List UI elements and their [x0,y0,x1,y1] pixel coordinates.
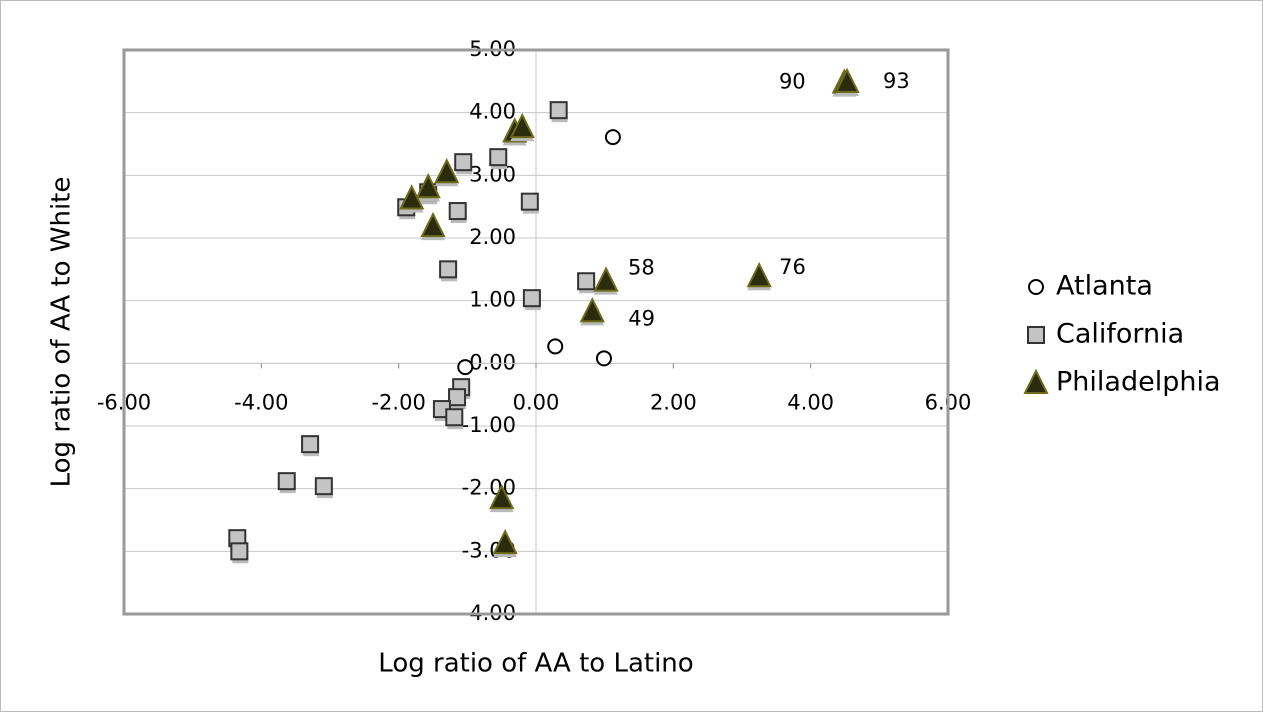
marker [445,408,464,430]
square [520,192,539,211]
marker [593,266,619,295]
x-tick-label: 2.00 [650,390,697,414]
triangle [1023,368,1049,394]
marker [399,184,425,213]
marker [834,67,860,96]
marker [1027,326,1045,344]
point-label: 93 [883,69,910,93]
square [448,202,467,221]
marker [457,359,474,376]
square [314,477,333,496]
circle [604,129,621,146]
square [549,101,568,120]
marker [434,157,460,187]
marker [420,211,446,241]
square [301,435,320,454]
marker [520,192,539,214]
point-label: 76 [779,255,806,279]
marker [489,483,515,513]
marker [448,202,467,224]
marker [522,289,541,311]
triangle [509,112,535,139]
marker [1023,368,1049,394]
x-tick-label: 4.00 [787,390,834,414]
point-label: 58 [628,256,655,280]
marker [439,260,458,282]
marker [492,528,518,558]
triangle [593,266,619,292]
y-tick-label: -2.00 [462,476,516,500]
square [277,472,296,491]
y-axis-label: Log ratio of AA to White [47,177,77,488]
marker [489,148,508,170]
point-label: 90 [779,70,806,94]
circle [1028,279,1044,295]
triangle [399,184,425,210]
y-tick-label: 1.00 [469,288,516,312]
marker [577,272,596,294]
square [230,542,249,561]
y-tick-label: -1.00 [462,413,516,437]
square [1027,326,1045,344]
square [454,153,473,172]
triangle [579,297,605,323]
marker [579,297,605,326]
circle [547,338,564,355]
marker [454,153,473,175]
circle [457,359,474,376]
triangle [420,211,446,238]
x-tick-label: -4.00 [234,390,288,414]
triangle [834,67,860,93]
x-axis-label: Log ratio of AA to Latino [378,649,693,679]
marker [595,350,612,367]
marker [547,338,564,355]
legend-label: Atlanta [1056,271,1153,302]
triangle [415,173,441,199]
y-tick-label: 4.00 [469,100,516,124]
marker [604,129,621,146]
square [445,408,464,427]
marker [301,435,320,457]
square [489,148,508,167]
x-tick-label: 0.00 [513,390,560,414]
square [577,272,596,291]
marker [314,477,333,499]
marker [230,542,249,564]
square [439,260,458,279]
y-tick-label: 2.00 [469,225,516,249]
marker [277,472,296,494]
triangle [489,483,515,510]
triangle [746,261,772,288]
triangle [492,528,518,555]
marker [1028,279,1044,295]
point-label: 49 [628,306,655,330]
marker [746,261,772,291]
triangle [434,157,460,184]
square [522,289,541,308]
legend-label: California [1056,319,1184,350]
marker [509,112,535,142]
square [448,388,467,407]
circle [595,350,612,367]
marker [448,388,467,410]
y-tick-label: 0.00 [469,350,516,374]
marker [549,101,568,123]
x-tick-label: -2.00 [371,390,425,414]
legend-label: Philadelphia [1056,367,1221,398]
plot-border [122,48,950,616]
marker [415,173,441,202]
